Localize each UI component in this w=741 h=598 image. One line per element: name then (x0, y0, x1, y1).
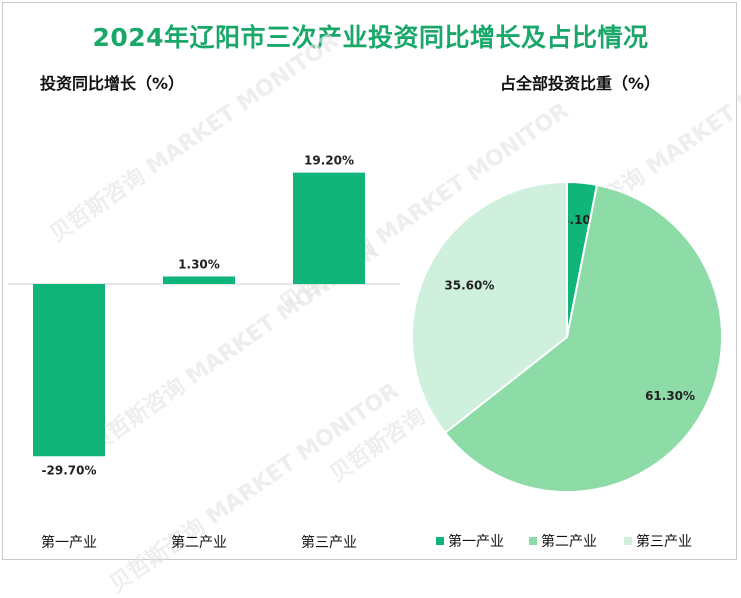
chart-frame (2, 2, 737, 560)
legend-label: 第二产业 (541, 533, 597, 550)
legend-label: 第三产业 (636, 533, 692, 550)
pie-value-label: 61.30% (645, 389, 695, 403)
bar-chart-title: 投资同比增长（%） (40, 74, 185, 93)
bar-value-label: -29.70% (42, 463, 97, 477)
x-tick-label: 第二产业 (171, 534, 227, 551)
pie-value-label: 35.60% (444, 279, 494, 293)
bar-value-label: 1.30% (178, 257, 220, 271)
pie-slice-2 (443, 183, 723, 493)
legend-label: 第一产业 (448, 533, 504, 550)
bar-3 (293, 172, 365, 284)
chart-canvas: -29.70%第一产业1.30%第二产业19.20%第三产业3.10%61.30… (8, 154, 723, 551)
pie-slice-3 (411, 180, 568, 435)
x-tick-label: 第一产业 (41, 534, 97, 551)
legend-swatch (436, 537, 444, 545)
x-tick-label: 第三产业 (301, 534, 357, 551)
legend-swatch (529, 537, 537, 545)
legend-swatch (624, 537, 632, 545)
bar-value-label: 19.20% (304, 154, 354, 168)
bar-1 (33, 284, 105, 457)
chart-title: 2024年辽阳市三次产业投资同比增长及占比情况 (92, 23, 649, 52)
pie-chart-title: 占全部投资比重（%） (500, 74, 661, 93)
bar-2 (163, 276, 235, 284)
